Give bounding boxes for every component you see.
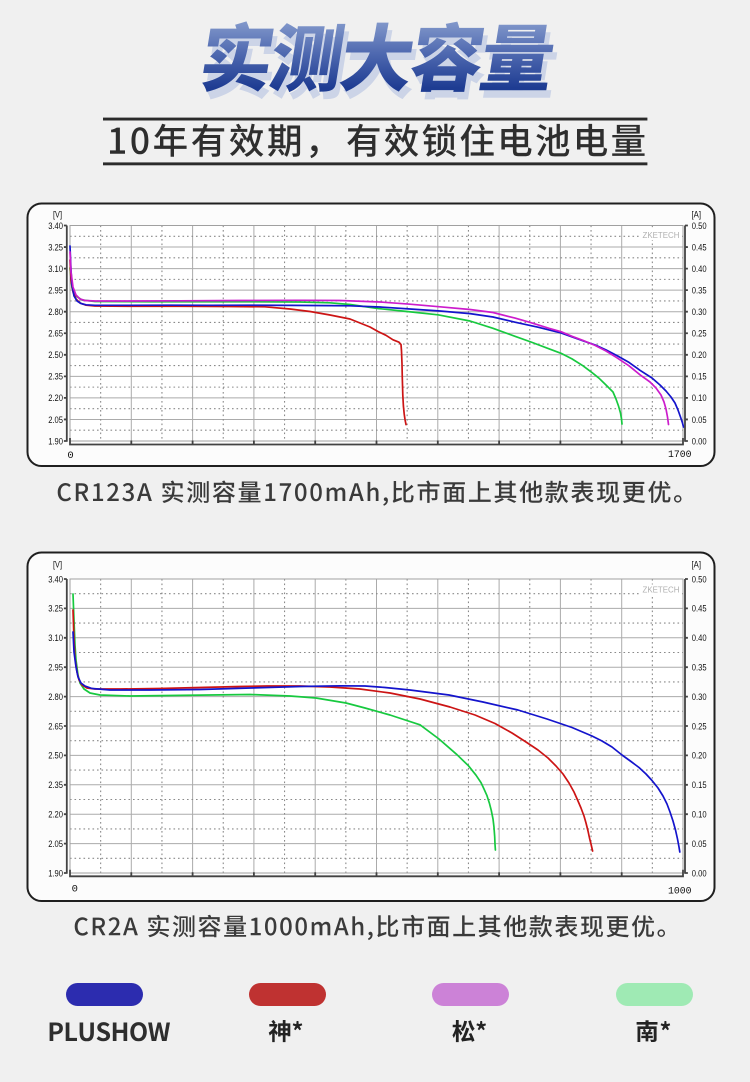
svg-text:[V]: [V] <box>53 560 62 571</box>
svg-text:3.10: 3.10 <box>48 264 63 275</box>
svg-text:0: 0 <box>67 450 73 462</box>
svg-text:3.40: 3.40 <box>48 574 63 585</box>
svg-text:3.25: 3.25 <box>48 604 63 615</box>
svg-text:ZKETECH: ZKETECH <box>643 585 680 595</box>
svg-text:2.50: 2.50 <box>48 751 63 762</box>
svg-text:0.35: 0.35 <box>692 285 707 296</box>
svg-text:1700: 1700 <box>668 449 692 461</box>
svg-text:3.40: 3.40 <box>48 221 63 232</box>
svg-text:1.90: 1.90 <box>48 868 63 879</box>
svg-text:0.50: 0.50 <box>692 221 707 232</box>
svg-text:0.15: 0.15 <box>692 372 707 383</box>
svg-text:0.00: 0.00 <box>692 436 707 447</box>
svg-text:2.35: 2.35 <box>48 780 63 791</box>
svg-text:0.10: 0.10 <box>692 810 707 821</box>
svg-text:3.10: 3.10 <box>48 633 63 644</box>
svg-text:0.45: 0.45 <box>692 242 707 253</box>
svg-text:0.35: 0.35 <box>692 663 707 674</box>
svg-text:0.05: 0.05 <box>692 415 707 426</box>
svg-text:0.40: 0.40 <box>692 633 707 644</box>
svg-text:0.30: 0.30 <box>692 307 707 318</box>
svg-text:2.65: 2.65 <box>48 329 63 340</box>
svg-text:[A]: [A] <box>692 210 702 221</box>
svg-text:2.35: 2.35 <box>48 372 63 383</box>
svg-text:2.05: 2.05 <box>48 839 63 850</box>
svg-text:0.25: 0.25 <box>692 721 707 732</box>
svg-text:ZKETECH: ZKETECH <box>643 230 680 240</box>
svg-text:0.40: 0.40 <box>692 264 707 275</box>
svg-text:2.20: 2.20 <box>48 810 63 821</box>
svg-text:0.15: 0.15 <box>692 780 707 791</box>
svg-text:[V]: [V] <box>53 210 62 221</box>
svg-text:0.05: 0.05 <box>692 839 707 850</box>
svg-text:0.10: 0.10 <box>692 393 707 404</box>
svg-text:2.05: 2.05 <box>48 415 63 426</box>
svg-text:0.45: 0.45 <box>692 604 707 615</box>
svg-text:2.95: 2.95 <box>48 663 63 674</box>
svg-text:[A]: [A] <box>692 560 702 571</box>
svg-text:1000: 1000 <box>668 886 692 898</box>
svg-text:2.50: 2.50 <box>48 350 63 361</box>
svg-text:2.80: 2.80 <box>48 692 63 703</box>
svg-text:1.90: 1.90 <box>48 436 63 447</box>
svg-text:2.20: 2.20 <box>48 393 63 404</box>
svg-text:0.50: 0.50 <box>692 574 707 585</box>
svg-text:0.20: 0.20 <box>692 751 707 762</box>
svg-text:0.00: 0.00 <box>692 868 707 879</box>
svg-text:2.65: 2.65 <box>48 721 63 732</box>
svg-text:2.95: 2.95 <box>48 285 63 296</box>
svg-text:0.30: 0.30 <box>692 692 707 703</box>
svg-text:0.25: 0.25 <box>692 329 707 340</box>
svg-text:0: 0 <box>72 883 78 895</box>
svg-text:2.80: 2.80 <box>48 307 63 318</box>
svg-text:0.20: 0.20 <box>692 350 707 361</box>
svg-text:3.25: 3.25 <box>48 242 63 253</box>
